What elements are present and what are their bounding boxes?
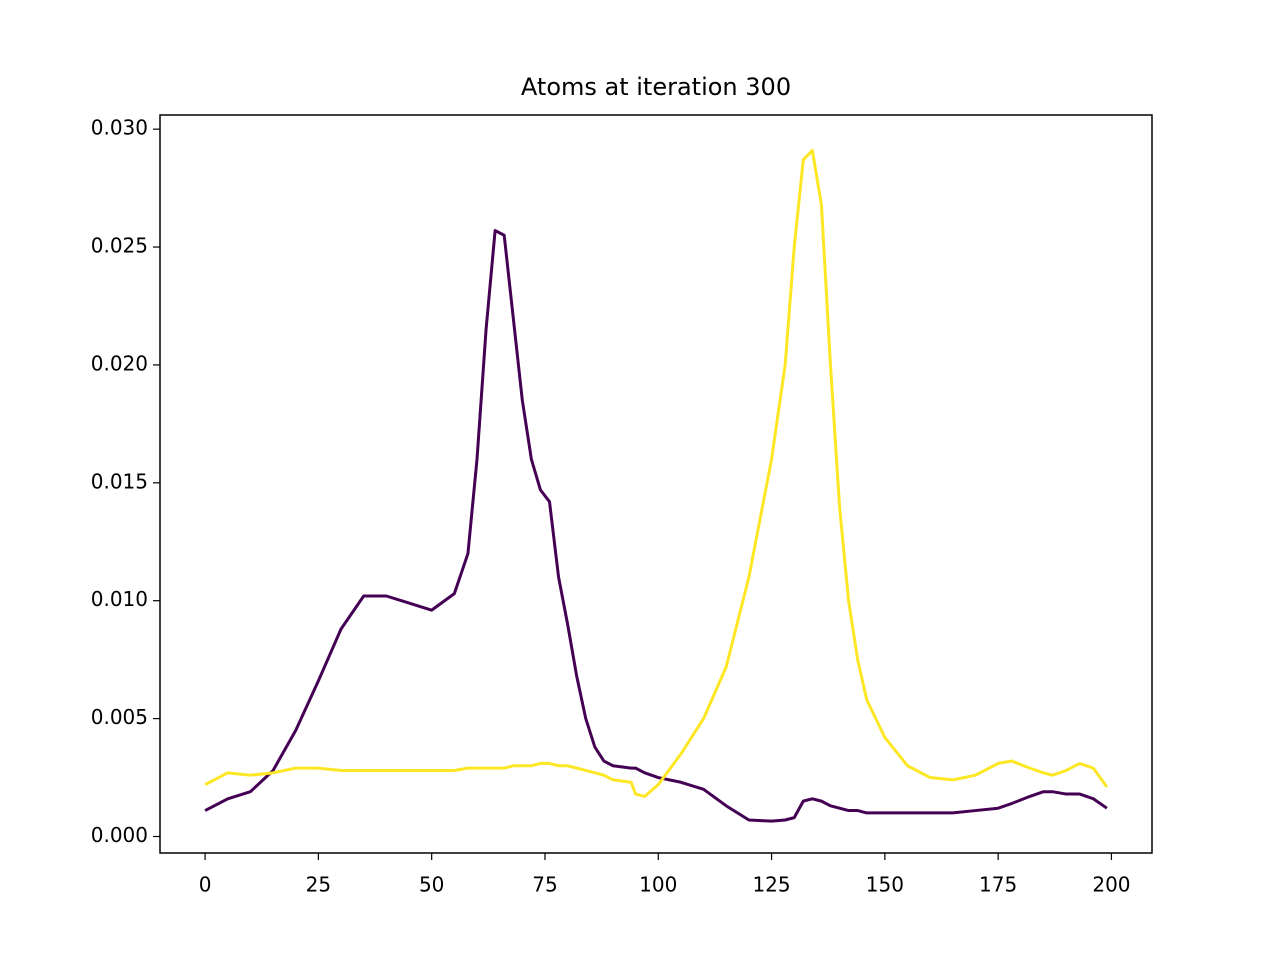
x-tick-label: 75 [532, 873, 557, 897]
x-tick-label: 200 [1092, 873, 1130, 897]
x-tick-label: 50 [419, 873, 444, 897]
x-tick-label: 100 [639, 873, 677, 897]
y-tick-label: 0.005 [91, 705, 148, 729]
x-tick-label: 175 [979, 873, 1017, 897]
x-tick-label: 150 [866, 873, 904, 897]
y-tick-label: 0.010 [91, 587, 148, 611]
chart-title: Atoms at iteration 300 [521, 73, 791, 101]
y-tick-label: 0.030 [91, 116, 148, 140]
y-tick-label: 0.025 [91, 234, 148, 258]
x-tick-label: 25 [306, 873, 331, 897]
x-tick-label: 0 [199, 873, 212, 897]
line-series [204, 148, 1109, 798]
y-tick-label: 0.000 [91, 823, 148, 847]
y-tick-label: 0.015 [91, 469, 148, 493]
plot-frame [159, 114, 1153, 854]
y-tick-label: 0.020 [91, 351, 148, 375]
line-series [204, 229, 1108, 823]
x-tick-label: 125 [752, 873, 790, 897]
